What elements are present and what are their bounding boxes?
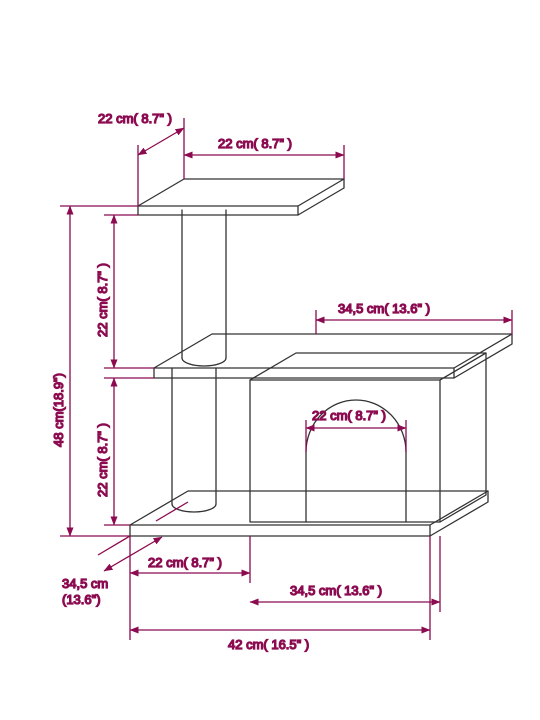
label-h-22-upper: 22 cm( 8.7" ) (95, 263, 110, 337)
label-door-22: 22 cm( 8.7" ) (312, 408, 386, 423)
label-mid-345: 34,5 cm( 13.6" ) (338, 301, 430, 316)
label-top-22-b: 22 cm( 8.7" ) (218, 136, 292, 151)
dim-mid-345: 34,5 cm( 13.6" ) (316, 301, 512, 334)
dim-base-22: 22 cm( 8.7" ) (130, 536, 250, 583)
dim-base-345: 34,5 cm( 13.6" ) (130, 536, 440, 640)
label-d-345-left-l1: 34,5 cm (62, 576, 108, 591)
dim-base-42: 42 cm( 16.5" ) (130, 536, 430, 652)
label-h-48: 48 cm(18.9") (51, 373, 66, 447)
dim-top-22-width: 22 cm( 8.7" ) (184, 136, 344, 179)
dim-h-22-upper: 22 cm( 8.7" ) (95, 215, 154, 368)
label-base-345: 34,5 cm( 13.6" ) (290, 583, 382, 598)
label-h-22-lower: 22 cm( 8.7" ) (95, 423, 110, 497)
dim-h-22-lower: 22 cm( 8.7" ) (95, 378, 154, 525)
product-outline (130, 179, 512, 536)
label-top-22-a: 22 cm( 8.7" ) (98, 111, 172, 126)
dim-top-22-depth: 22 cm( 8.7" ) (98, 111, 184, 206)
label-base-22: 22 cm( 8.7" ) (148, 555, 222, 570)
dimensions: 22 cm( 8.7" ) 22 cm( 8.7" ) 48 cm(18.9")… (51, 111, 512, 652)
label-d-345-left-l2: (13.6") (62, 592, 101, 607)
label-base-42: 42 cm( 16.5" ) (228, 637, 309, 652)
